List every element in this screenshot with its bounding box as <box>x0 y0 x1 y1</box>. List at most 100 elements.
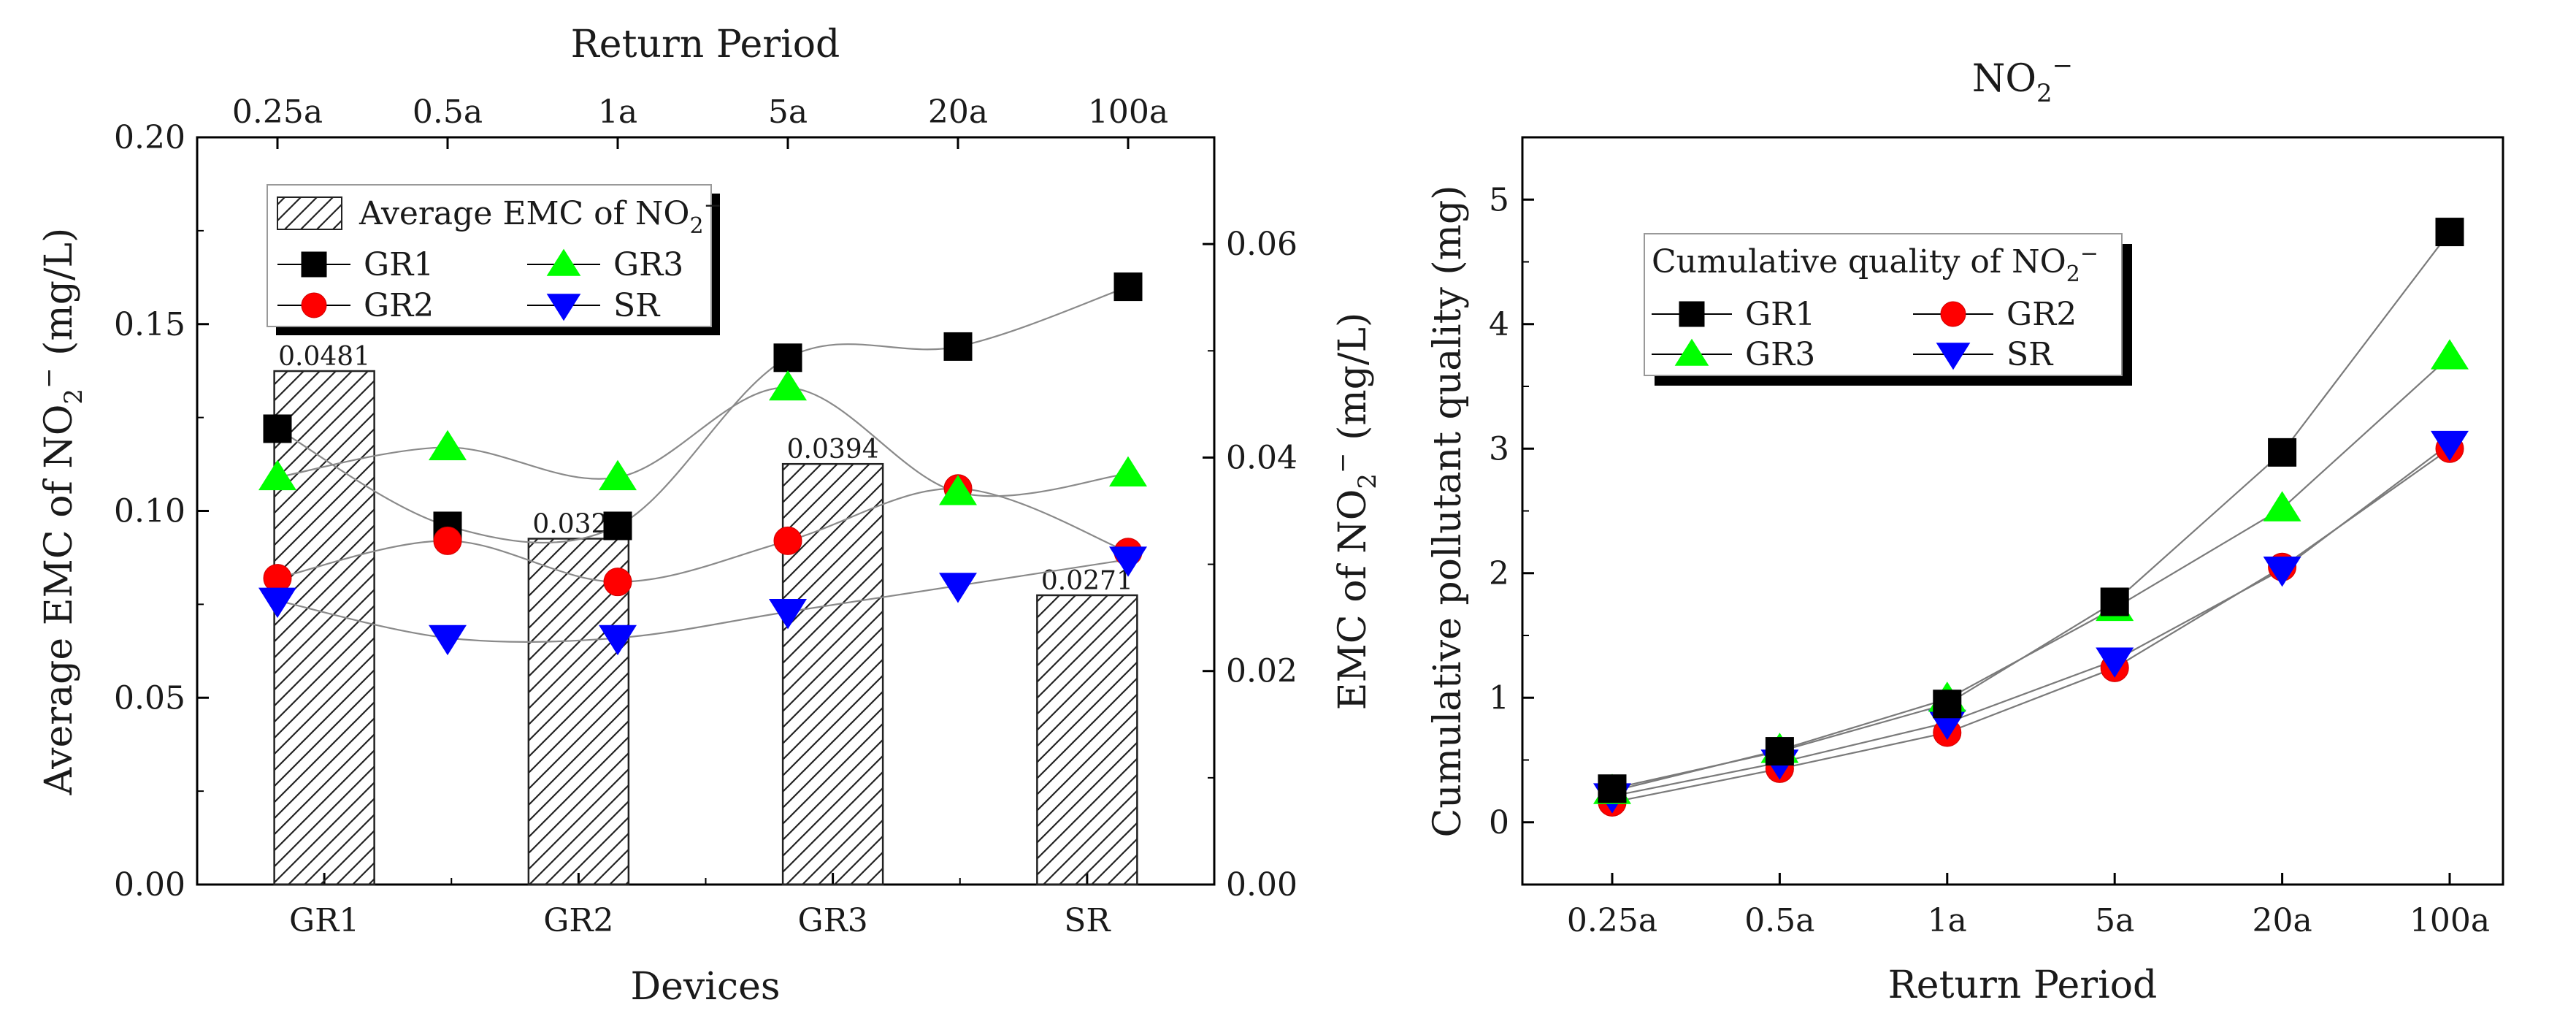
emc-point-sr <box>939 573 977 603</box>
right-y-tick-label: 0.00 <box>1226 866 1297 904</box>
emc-point-gr3 <box>1109 456 1147 486</box>
emc-point-gr3 <box>258 459 296 491</box>
right-y-tick-label: 0.02 <box>1226 653 1297 690</box>
emc-bar <box>1036 594 1138 886</box>
legend-marker-gr1 <box>301 251 327 278</box>
cumulative-y-axis-title: Cumulative pollutant quality (mg) <box>1426 185 1470 837</box>
emc-point-gr1 <box>263 414 292 443</box>
cumulative-chart-title: NO2− <box>1972 51 2073 108</box>
legend-label: GR1 <box>364 246 434 283</box>
cumulative-chart: 0 1 2 3 4 5 0.25a 0.5a 1a 5a 20a 100a NO2− Return P… <box>1426 51 2504 1007</box>
legend-marker-gr3 <box>546 248 581 276</box>
cum-point-gr1 <box>1765 737 1794 766</box>
emc-chart: 0.00 0.05 0.10 0.15 0.20 0.00 0.02 0.04 0.06 GR1 G… <box>34 23 1382 1009</box>
emc-series-line <box>277 558 1129 643</box>
x-axis-title: Devices <box>630 965 780 1009</box>
right-y-axis-title: EMC of NO2− (mg/L) <box>1328 313 1382 711</box>
left-y-tick-label: 0.15 <box>114 306 185 343</box>
cum-point-gr3 <box>2263 491 2301 522</box>
cum-y-tick-label: 1 <box>1489 679 1509 717</box>
x-tick-label: SR <box>1064 902 1111 939</box>
top-axis-title: Return Period <box>571 23 840 66</box>
emc-point-gr3 <box>429 429 467 461</box>
legend-bar-swatch <box>277 196 342 230</box>
cum-point-sr <box>2096 647 2134 678</box>
emc-series-line <box>277 286 1129 544</box>
cum-y-tick-label: 2 <box>1489 555 1509 592</box>
left-y-tick-label: 0.20 <box>114 119 185 156</box>
emc-point-gr2 <box>773 526 802 555</box>
top-x-tick-label: 0.25a <box>232 93 323 131</box>
emc-series-line <box>277 487 1129 583</box>
emc-point-gr1 <box>773 343 802 373</box>
emc-legend: Average EMC of NO2− GR1 GR2 GR3 SR <box>267 184 722 335</box>
emc-bar-label: 0.0394 <box>787 435 879 465</box>
emc-point-gr3 <box>599 459 637 491</box>
cum-point-sr <box>2263 557 2301 587</box>
cum-x-tick-label: 20a <box>2252 902 2312 939</box>
cumulative-x-axis-title: Return Period <box>1888 963 2158 1007</box>
legend-label: GR3 <box>613 246 683 283</box>
x-tick-label: GR2 <box>543 902 613 939</box>
cum-y-tick-label: 4 <box>1489 306 1509 343</box>
cum-legend-marker-gr3 <box>1674 338 1709 366</box>
top-x-tick-label: 100a <box>1088 93 1168 131</box>
legend-bar-label: Average EMC of NO2− <box>359 193 722 239</box>
left-y-axis-title: Average EMC of NO2− (mg/L) <box>34 228 88 796</box>
emc-point-sr <box>599 625 637 656</box>
cum-legend-label: SR <box>2006 336 2054 373</box>
emc-point-gr3 <box>939 475 977 505</box>
cum-x-tick-label: 0.5a <box>1744 902 1814 939</box>
cum-legend-label: GR2 <box>2006 296 2077 333</box>
top-x-tick-label: 0.5a <box>413 93 483 131</box>
emc-bar <box>273 370 375 886</box>
right-y-tick-label: 0.06 <box>1226 226 1297 263</box>
cum-y-tick-label: 3 <box>1489 430 1509 467</box>
cum-y-tick-label: 0 <box>1489 804 1509 841</box>
right-y-tick-label: 0.04 <box>1226 439 1297 476</box>
legend-marker-sr <box>546 294 581 321</box>
cum-point-sr <box>2431 430 2469 462</box>
cum-legend-marker-sr <box>1936 343 1971 370</box>
emc-point-sr <box>429 625 467 656</box>
left-y-tick-label: 0.05 <box>114 679 185 717</box>
cum-series-line <box>1611 443 2450 798</box>
emc-point-gr1 <box>943 332 973 361</box>
cum-point-gr3 <box>2431 339 2469 370</box>
top-x-tick-label: 5a <box>768 93 808 131</box>
left-y-tick-label: 0.00 <box>114 866 185 904</box>
cum-legend-label: GR1 <box>1745 296 1815 333</box>
cum-series-line <box>1611 356 2450 793</box>
emc-point-gr3 <box>769 370 807 401</box>
emc-point-sr <box>258 587 296 618</box>
emc-series-line <box>277 386 1129 497</box>
emc-bar <box>527 538 630 886</box>
cum-point-gr1 <box>2268 438 2297 467</box>
x-tick-label: GR3 <box>797 902 867 939</box>
cum-point-gr1 <box>2100 587 2129 616</box>
cum-series-line <box>1611 448 2450 803</box>
x-tick-label: GR1 <box>289 902 359 939</box>
cumulative-legend: Cumulative quality of NO2− GR1 GR2 GR3 SR <box>1644 233 2132 386</box>
legend-label: SR <box>613 287 661 324</box>
emc-point-gr1 <box>1113 272 1143 302</box>
cum-x-tick-label: 1a <box>1928 902 1967 939</box>
cum-x-tick-label: 100a <box>2410 902 2490 939</box>
cum-point-gr1 <box>1598 774 1627 803</box>
cum-point-gr1 <box>1933 690 1962 719</box>
emc-point-sr <box>769 599 807 630</box>
emc-point-gr1 <box>603 511 632 541</box>
left-y-tick-label: 0.10 <box>114 493 185 530</box>
cum-x-tick-label: 0.25a <box>1567 902 1657 939</box>
emc-bar <box>781 462 884 886</box>
emc-point-gr2 <box>433 526 462 555</box>
emc-point-gr2 <box>603 568 632 597</box>
cum-point-gr1 <box>2435 218 2464 247</box>
cum-legend-marker-gr2 <box>1940 301 1966 327</box>
cum-y-tick-label: 5 <box>1489 181 1509 218</box>
legend-marker-gr2 <box>301 292 327 318</box>
top-x-tick-label: 20a <box>928 93 988 131</box>
cum-x-tick-label: 5a <box>2095 902 2134 939</box>
cum-legend-label: GR3 <box>1745 336 1815 373</box>
